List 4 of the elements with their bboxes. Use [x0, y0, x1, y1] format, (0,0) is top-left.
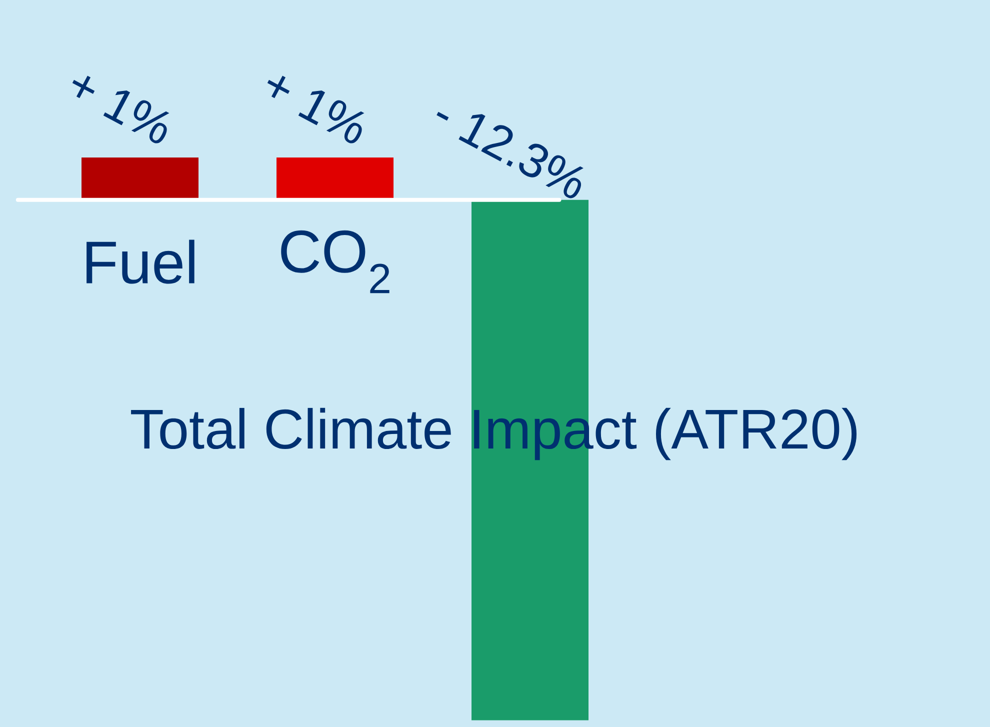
data-label: + 1%	[72, 76, 170, 144]
x-tick-label: Fuel	[86, 240, 194, 284]
data-label: + 1%	[267, 76, 364, 144]
x-tick-label: CO$_{2}$	[281, 230, 390, 294]
